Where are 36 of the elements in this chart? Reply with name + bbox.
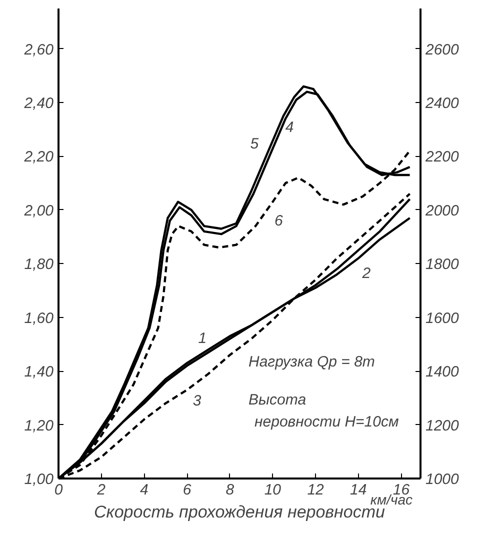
y2-tick-label: 2000 (424, 202, 460, 220)
y2-tick-label: 2600 (424, 41, 460, 58)
y-tick-label: 2,60 (23, 41, 54, 58)
annotation: Нагрузка Qр = 8т (248, 354, 375, 370)
series-label: 5 (250, 135, 260, 152)
y2-tick-label: 1000 (426, 471, 460, 488)
x-tick-label: 6 (182, 482, 192, 498)
y2-tick-label: 1200 (426, 417, 460, 434)
y-tick-label: 2,20 (23, 148, 54, 166)
annotation: неровности H=10см (254, 414, 399, 430)
y-tick-label: 1,00 (24, 471, 54, 488)
y2-tick-label: 1800 (426, 256, 460, 274)
series-label: 1 (198, 330, 207, 348)
y-tick-label: 1,40 (24, 364, 54, 381)
x-tick-label: 10 (264, 482, 282, 498)
series-label: 2 (361, 264, 372, 282)
series-label: 3 (192, 392, 202, 410)
x-tick-label: 16 (392, 482, 410, 498)
y-tick-label: 2,00 (23, 202, 54, 220)
series-label: 6 (274, 212, 284, 230)
y-tick-label: 1,60 (24, 310, 54, 327)
y-tick-label: 2,40 (23, 95, 54, 112)
x-tick-label: 14 (350, 482, 367, 498)
x-tick-label: 8 (226, 482, 235, 498)
y2-tick-label: 2200 (424, 148, 460, 166)
annotation: Высота (248, 392, 306, 408)
y2-tick-label: 1600 (426, 310, 460, 327)
x-tick-label: 0 (54, 482, 64, 498)
x-tick-label: 4 (140, 482, 148, 498)
y-tick-label: 1,80 (24, 256, 54, 274)
y-tick-label: 1,20 (24, 417, 54, 434)
x-tick-label: 12 (307, 482, 325, 498)
series-label: 4 (285, 119, 294, 136)
x-tick-label: 2 (96, 482, 106, 498)
y2-tick-label: 2400 (424, 95, 460, 112)
y2-tick-label: 1400 (426, 364, 460, 381)
